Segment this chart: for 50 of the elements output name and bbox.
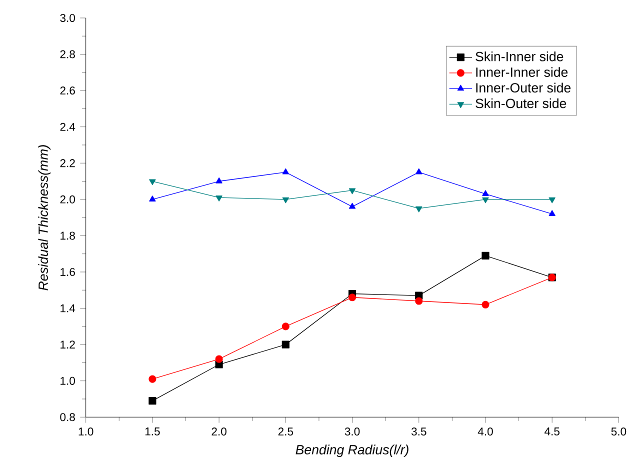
x-tick-label: 3.5	[411, 428, 426, 436]
y-tick-label: 2.6	[60, 86, 75, 95]
x-tick-label: 5.0	[611, 428, 626, 436]
y-tick-label: 1.0	[60, 376, 75, 385]
y-tick-label: 2.8	[60, 50, 75, 58]
point	[482, 252, 490, 260]
y-tick-label: 0.8	[60, 413, 75, 422]
point	[148, 375, 156, 383]
point	[348, 294, 356, 302]
point	[282, 322, 290, 330]
x-tick-label: 2.5	[278, 428, 294, 436]
point	[348, 202, 356, 209]
point	[215, 355, 223, 363]
point	[548, 197, 556, 204]
y-tick-label: 1.2	[60, 340, 75, 349]
legend-label: Inner-Inner side	[476, 67, 568, 77]
point	[348, 188, 356, 194]
point	[149, 179, 156, 186]
x-tick-label: 3.0	[344, 428, 360, 436]
y-tick-label: 2.4	[60, 122, 76, 131]
x-tick-label: 1.0	[78, 428, 94, 436]
point	[416, 168, 422, 174]
point	[482, 197, 489, 204]
y-tick-label: 1.4	[60, 304, 76, 312]
point	[216, 177, 222, 184]
point	[148, 397, 156, 405]
point	[282, 197, 289, 204]
x-tick-label: 2.0	[212, 428, 226, 436]
point	[482, 300, 490, 308]
y-tick-label: 2.0	[60, 195, 75, 204]
y-tick-label: 2.2	[60, 159, 75, 168]
y-tick-label: 1.6	[60, 268, 75, 276]
point	[415, 297, 423, 305]
point	[482, 190, 489, 196]
y-tick-label: 3.0	[60, 14, 75, 22]
legend-label: Skin-Outer side	[476, 98, 566, 108]
legend-label: Skin-Inner side	[476, 52, 564, 62]
x-tick-label: 1.5	[145, 428, 160, 436]
point	[416, 206, 422, 212]
x-tick-label: 4.0	[478, 428, 493, 436]
point	[149, 196, 156, 202]
x-axis-title: Bending Radius(l/r)	[296, 444, 408, 458]
point	[216, 196, 222, 202]
legend-label: Inner-Outer side	[476, 82, 571, 93]
y-axis-title: Residual Thickness(mm)	[38, 145, 51, 290]
point	[282, 340, 290, 348]
x-tick-label: 4.5	[544, 428, 560, 436]
point	[548, 210, 556, 216]
point	[282, 168, 289, 174]
y-tick-label: 1.8	[60, 232, 75, 240]
